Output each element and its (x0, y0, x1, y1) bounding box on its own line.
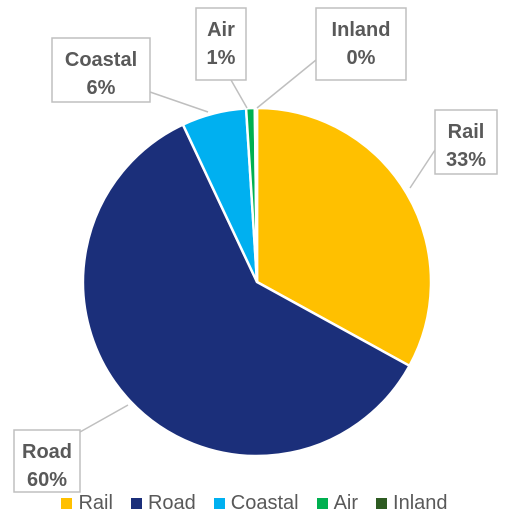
data-label-box-road (13, 429, 81, 493)
legend-label-rail: Rail (78, 492, 113, 514)
data-label-inland-name: Inland (332, 19, 391, 41)
data-label-road-value: 60% (27, 469, 67, 491)
pie-slice-road (81, 122, 412, 458)
legend-swatch-coastal (213, 498, 225, 509)
leader-line-road (79, 404, 129, 433)
leader-line-inland (256, 59, 317, 109)
legend-label-road: Road (147, 492, 196, 514)
data-label-box-coastal (51, 37, 151, 103)
legend-swatch-air (316, 498, 328, 509)
data-label-box-air (195, 7, 247, 81)
pie-slice-rail (255, 106, 433, 368)
legend-label-inland: Inland (393, 492, 448, 514)
data-label-air-name: Air (207, 19, 235, 41)
data-label-box-rail (434, 109, 498, 175)
legend-item-air: Air (316, 492, 359, 515)
legend-item-coastal: Coastal (213, 492, 299, 515)
data-label-rail-value: 33% (446, 149, 486, 171)
legend-item-road: Road (130, 492, 196, 515)
legend-swatch-rail (61, 498, 73, 509)
pie-slice-inland (253, 106, 259, 283)
leader-lines (79, 59, 436, 433)
data-label-air-value: 1% (207, 47, 236, 69)
data-labels: Rail 33% Road 60% Coastal 6% Air 1% Inland 0% (13, 7, 498, 493)
legend-item-rail: Rail (61, 492, 113, 515)
leader-line-air (230, 79, 248, 109)
legend-label-air: Air (333, 492, 359, 514)
legend-item-inland: Inland (376, 492, 448, 515)
data-label-inland-value: 0% (347, 47, 376, 69)
data-label-box-inland (315, 7, 407, 81)
data-label-coastal-name: Coastal (65, 49, 137, 71)
legend: Rail Road Coastal Air Inland (0, 492, 509, 515)
leader-line-coastal (149, 91, 209, 113)
pie-slices (81, 106, 433, 458)
data-label-rail-name: Rail (448, 121, 485, 143)
data-label-coastal-value: 6% (87, 77, 116, 99)
leader-line-rail (409, 149, 436, 189)
data-label-road-name: Road (22, 441, 72, 463)
legend-label-coastal: Coastal (230, 492, 299, 514)
legend-swatch-road (130, 498, 142, 509)
legend-swatch-inland (376, 498, 388, 509)
